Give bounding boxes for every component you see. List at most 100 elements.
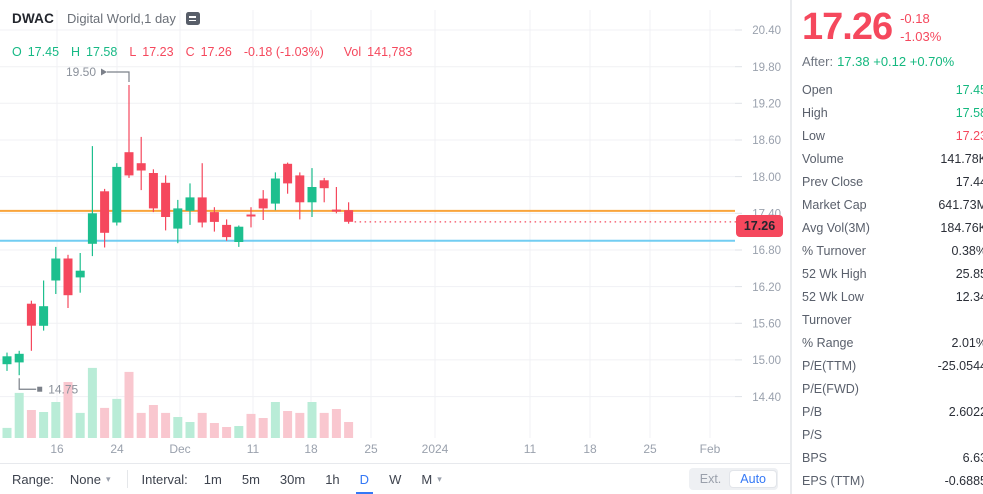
svg-text:18: 18 [304,442,318,456]
quote-panel: 17.26 -0.18 -1.03% After: 17.38 +0.12 +0.… [790,0,983,494]
stat-label: High [802,106,828,121]
stat-row-52-wk-high: 52 Wk High 25.85 [802,263,983,286]
svg-text:2024: 2024 [422,442,449,456]
open-label: O [12,45,22,59]
stat-label: Market Cap [802,198,867,213]
high-value: 17.58 [86,45,118,59]
svg-text:25: 25 [364,442,378,456]
range-label: Range: [12,471,54,487]
stat-value: 0.38% [951,244,983,259]
stat-value: 12.34 [955,290,983,305]
stat-value: 17.44 [955,175,983,190]
price-chart-svg: 20.4019.8019.2018.6018.0017.4016.8016.20… [0,10,781,456]
stat-label: Avg Vol(3M) [802,221,870,236]
svg-text:20.40: 20.40 [752,25,781,37]
high-label: H [71,45,81,59]
auto-button[interactable]: Auto [730,471,776,487]
interval-1h[interactable]: 1h [325,471,340,487]
svg-text:25: 25 [643,442,657,456]
stat-row-52-wk-low: 52 Wk Low 12.34 [802,286,983,309]
chevron-down-icon: ▾ [437,473,442,484]
close-value: 17.26 [200,45,232,59]
stat-label: P/E(TTM) [802,359,857,374]
svg-text:11: 11 [247,442,260,456]
low-value: 17.23 [142,45,174,59]
svg-text:Dec: Dec [169,442,190,456]
open-value: 17.45 [27,45,60,59]
svg-text:24: 24 [110,442,124,456]
stat-value: 17.45 [955,83,983,98]
range-dropdown[interactable]: None ▾ [69,471,111,487]
interval-5m[interactable]: 5m [241,471,260,487]
after-hours-value: 17.38 +0.12 +0.70% [837,53,955,69]
interval-1m[interactable]: 1m [203,471,222,487]
stat-value: 184.76K [940,221,983,236]
svg-text:18.60: 18.60 [752,135,781,147]
toolbar-divider [126,470,128,488]
price-chart-canvas[interactable]: 20.4019.8019.2018.6018.0017.4016.8016.20… [0,0,790,463]
svg-text:18.00: 18.00 [752,172,781,184]
stat-row-p-s: P/S- [802,424,983,447]
current-price: 17.26 [802,6,893,48]
svg-text:16.80: 16.80 [752,245,781,257]
stat-label: Prev Close [802,175,864,190]
stat-row-low: Low 17.23 [802,125,983,148]
chevron-down-icon: ▾ [106,473,111,484]
svg-text:14.75: 14.75 [48,383,78,397]
chart-toolbar: Range: None ▾ Interval: 1m 5m 30m 1h D W… [0,463,790,494]
ext-button[interactable]: Ext. [699,472,722,486]
after-hours-row: After: 17.38 +0.12 +0.70% [802,54,983,69]
interval-month-dropdown[interactable]: M ▾ [421,471,442,487]
svg-text:16: 16 [50,442,64,456]
svg-text:18: 18 [583,442,597,456]
stat-row-bps: BPS 6.63 [802,447,983,470]
stat-row-p-b: P/B 2.6022 [802,401,983,424]
volume-label: Vol [343,45,362,59]
stat-label: P/S [802,428,823,443]
stat-label: Turnover [802,313,852,328]
summary-icon[interactable] [185,12,200,25]
stat-label: Open [802,83,833,98]
stat-row-open: Open 17.45 [802,79,983,102]
stat-value: 17.23 [955,129,983,144]
ohlc-legend: O 17.45 H 17.58 L 17.23 C 17.26 -0.18 (-… [12,45,418,59]
stat-value: 141.78K [940,152,983,167]
interval-week[interactable]: W [389,471,402,487]
stat-row-prev-close: Prev Close 17.44 [802,171,983,194]
svg-text:14.40: 14.40 [752,392,781,404]
stat-label: Volume [802,152,844,167]
stat-label: % Range [802,336,854,351]
stat-row-high: High 17.58 [802,102,983,125]
stat-row-p-e-ttm: P/E(TTM) -25.0544 [802,355,983,378]
symbol-label: DWAC [12,11,55,26]
stat-label: P/E(FWD) [802,382,859,397]
chart-header: DWAC Digital World,1 day [12,11,200,26]
price-change-pct: -1.03% [900,28,942,44]
stat-row-volume: Volume 141.78K [802,148,983,171]
stat-row-market-cap: Market Cap 641.73M [802,194,983,217]
stat-row-turnover: Turnover- [802,309,983,332]
price-change-stack: -0.18 -1.03% [900,10,941,45]
stat-value: 641.73M [938,198,983,213]
interval-30m[interactable]: 30m [279,471,306,487]
svg-text:19.50: 19.50 [66,65,96,79]
interval-label: Interval: [141,471,188,487]
svg-text:15.00: 15.00 [752,355,781,367]
stat-value: 6.63 [962,451,983,466]
stat-row-range: % Range 2.01% [802,332,983,355]
stat-label: Low [802,129,825,144]
svg-text:19.80: 19.80 [752,62,781,74]
price-change: -0.18 [900,11,930,26]
stat-label: 52 Wk Low [802,290,864,305]
svg-text:15.60: 15.60 [752,319,781,331]
stats-list: Open 17.45 High 17.58 Low 17.23 Volume 141.78K P… [802,79,983,493]
svg-text:19.20: 19.20 [752,99,781,111]
stat-value: 17.58 [955,106,983,121]
stat-row-turnover: % Turnover 0.38% [802,240,983,263]
interval-day[interactable]: D [350,464,379,494]
svg-text:16.20: 16.20 [752,282,781,294]
stat-row-p-e-fwd: P/E(FWD)- [802,378,983,401]
stat-label: 52 Wk High [802,267,867,282]
stat-label: % Turnover [802,244,866,259]
